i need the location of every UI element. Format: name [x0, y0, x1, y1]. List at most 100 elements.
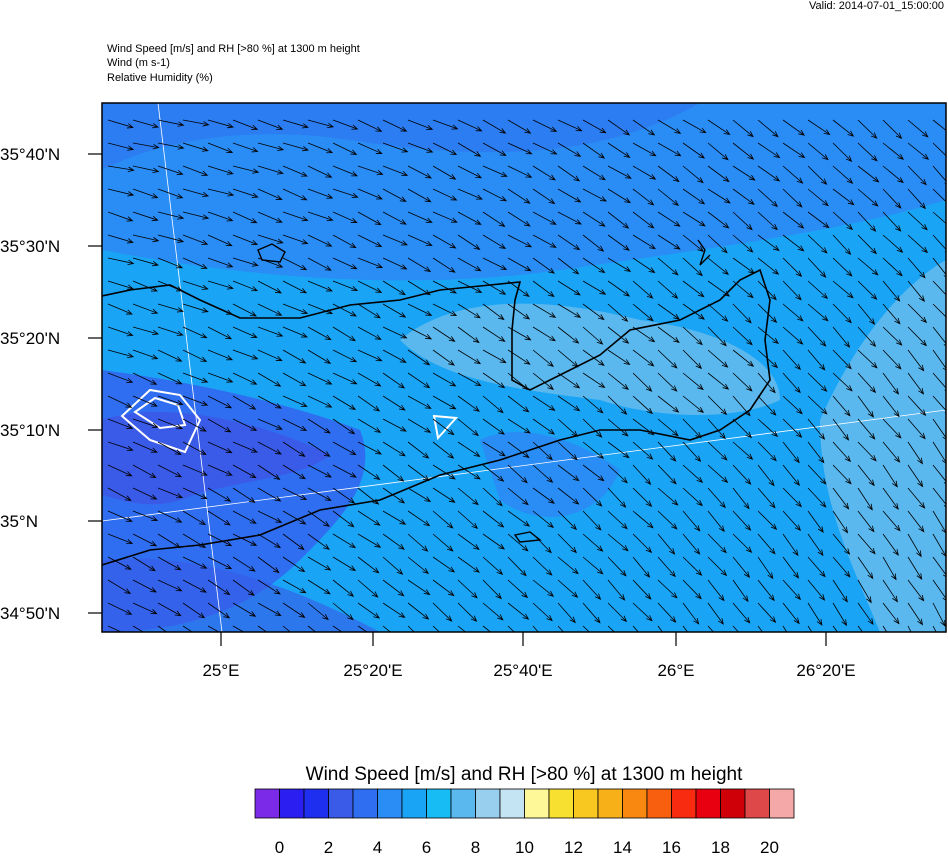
colorbar-label: 6	[422, 838, 431, 854]
wind-arrow	[532, 188, 556, 205]
coastline	[513, 531, 542, 543]
wind-arrow	[532, 211, 557, 225]
wind-arrow	[157, 602, 182, 617]
wind-arrow	[532, 418, 556, 435]
wind-arrow	[232, 418, 258, 431]
wind-arrow	[882, 211, 902, 232]
colorbar-swatch	[646, 788, 672, 819]
wind-arrow	[257, 303, 283, 316]
wind-arrow	[482, 234, 507, 249]
wind-arrow	[132, 119, 159, 129]
wind-arrow	[707, 234, 728, 254]
wind-arrow	[607, 211, 630, 229]
wind-arrow	[882, 579, 898, 603]
wind-arrow	[157, 303, 184, 313]
wind-arrow	[657, 119, 682, 134]
wind-arrow	[782, 165, 804, 184]
wind-arrow	[382, 257, 408, 270]
coastline	[697, 239, 711, 266]
wind-arrow	[657, 234, 681, 250]
wind-arrow	[282, 257, 308, 271]
wind-arrow	[282, 395, 308, 407]
wind-arrow	[382, 142, 409, 153]
wind-arrow	[307, 165, 333, 178]
wind-arrow	[807, 441, 825, 464]
wind-arrow	[607, 349, 631, 366]
wind-arrow	[682, 303, 705, 320]
colorbar-label: 20	[760, 838, 779, 854]
wind-arrow	[107, 349, 135, 358]
wind-arrow	[457, 119, 483, 132]
wind-arrow	[757, 602, 777, 623]
wind-arrow	[132, 349, 159, 360]
colorbar-swatch	[450, 788, 476, 819]
wind-arrow	[182, 533, 207, 548]
wind-arrow	[357, 510, 381, 526]
wind-arrow	[632, 625, 639, 632]
wind-arrow	[557, 510, 578, 531]
wind-arrow	[682, 280, 705, 298]
wind-arrow	[157, 188, 184, 199]
wind-arrow	[332, 602, 354, 621]
wind-arrow	[732, 349, 755, 367]
wind-arrow	[557, 395, 581, 412]
wind-arrow	[857, 487, 873, 511]
wind-arrow	[807, 119, 831, 136]
wind-arrow	[782, 349, 801, 371]
wind-arrow	[232, 165, 260, 174]
wind-arrow	[182, 395, 209, 406]
wind-arrow	[382, 372, 406, 389]
wind-arrow	[107, 188, 135, 197]
wind-arrow	[907, 188, 926, 210]
wind-arrow	[557, 142, 582, 157]
wind-arrow	[382, 349, 407, 363]
wind-arrow	[757, 510, 778, 531]
wind-arrow	[557, 625, 564, 632]
wind-arrow	[632, 579, 652, 600]
wind-arrow	[482, 625, 492, 632]
wind-arrow	[907, 395, 927, 416]
wind-arrow	[482, 464, 505, 482]
wind-arrow	[507, 165, 533, 178]
colorbar-swatch	[744, 788, 770, 819]
wind-arrow	[907, 349, 925, 372]
wind-arrow	[607, 487, 627, 508]
wind-arrow	[807, 349, 826, 371]
wind-arrow	[157, 533, 181, 549]
wind-arrow	[732, 188, 755, 205]
wind-arrow	[532, 142, 558, 155]
wind-arrow	[332, 142, 358, 155]
wind-arrow	[582, 418, 603, 438]
wind-arrow	[507, 487, 529, 506]
wind-arrow	[657, 441, 677, 462]
wind-arrow	[657, 418, 679, 437]
wind-arrow	[357, 349, 383, 362]
wind-arrow	[232, 533, 258, 546]
wind-arrow	[632, 234, 656, 250]
wind-arrow	[507, 119, 532, 134]
wind-arrow	[132, 372, 158, 385]
wind-arrow	[732, 372, 753, 392]
wind-arrow	[157, 464, 183, 478]
wind-arrow	[482, 142, 507, 157]
wind-arrow	[507, 234, 533, 248]
wind-arrow	[407, 349, 431, 366]
wind-arrow	[682, 395, 705, 413]
wind-arrow	[607, 602, 628, 623]
wind-arrow	[257, 602, 282, 617]
wind-arrow	[482, 211, 506, 227]
wind-arrow	[807, 579, 826, 601]
wind-arrow	[532, 326, 556, 342]
wind-arrow	[507, 625, 515, 632]
wind-arrow	[607, 234, 630, 251]
wind-arrow	[232, 372, 258, 385]
wind-arrow	[732, 280, 754, 299]
wind-arrow	[782, 441, 800, 464]
wind-arrow	[507, 556, 527, 577]
wind-arrow	[107, 441, 134, 452]
wind-arrow	[807, 234, 828, 254]
wind-arrow	[582, 234, 605, 252]
wind-arrow	[707, 579, 725, 602]
wind-arrow	[407, 326, 433, 340]
wind-arrow	[457, 579, 478, 599]
